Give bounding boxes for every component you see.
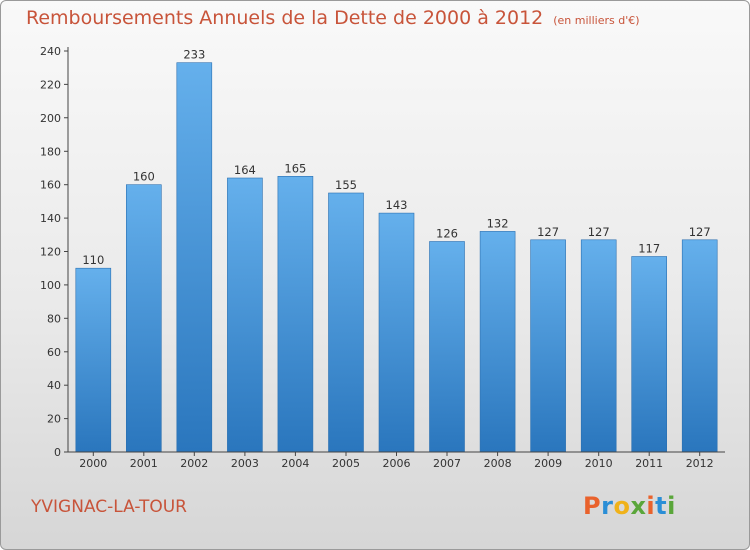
y-tick-label-0: 0 xyxy=(54,446,61,459)
x-tick-label-2005: 2005 xyxy=(332,457,360,470)
x-tick-label-2008: 2008 xyxy=(484,457,512,470)
y-tick-label-160: 160 xyxy=(40,179,61,192)
value-label-2010: 127 xyxy=(588,225,610,239)
y-tick-label-40: 40 xyxy=(47,379,61,392)
value-label-2008: 132 xyxy=(487,216,509,230)
bar-2009 xyxy=(530,239,566,453)
x-tick-label-2007: 2007 xyxy=(433,457,461,470)
bar-2004 xyxy=(277,176,314,453)
x-tick-label-2010: 2010 xyxy=(585,457,613,470)
chart-subtitle: (en milliers d'€) xyxy=(553,14,640,27)
x-tick-label-2004: 2004 xyxy=(281,457,309,470)
y-tick-label-140: 140 xyxy=(40,212,61,225)
proxiti-logo: Proxiti xyxy=(583,492,676,520)
y-tick-label-20: 20 xyxy=(47,413,61,426)
y-tick-label-220: 220 xyxy=(40,78,61,91)
y-tick-label-180: 180 xyxy=(40,145,61,158)
bar-2007 xyxy=(429,241,465,453)
bar-2002 xyxy=(176,62,213,453)
x-tick-label-2009: 2009 xyxy=(534,457,562,470)
y-tick-label-240: 240 xyxy=(40,45,61,58)
bar-2006 xyxy=(378,212,415,453)
value-label-2002: 233 xyxy=(183,48,205,62)
bar-2001 xyxy=(126,184,162,453)
value-label-2005: 155 xyxy=(335,178,357,192)
bar-2005 xyxy=(328,192,364,453)
x-tick-label-2006: 2006 xyxy=(383,457,411,470)
bar-2000 xyxy=(75,267,112,453)
value-label-2012: 127 xyxy=(689,225,711,239)
y-tick-label-100: 100 xyxy=(40,279,61,292)
value-label-2009: 127 xyxy=(537,225,559,239)
y-tick-label-200: 200 xyxy=(40,112,61,125)
axes-layer: 2000 2001 2002 2003 2004 2005 2006 2007 2008 2009… xyxy=(40,45,725,470)
x-tick-label-2002: 2002 xyxy=(180,457,208,470)
bar-2011 xyxy=(631,256,668,453)
x-tick-label-2000: 2000 xyxy=(79,457,107,470)
y-tick-label-80: 80 xyxy=(47,312,61,325)
x-tick-label-2011: 2011 xyxy=(635,457,663,470)
value-label-2003: 164 xyxy=(234,163,256,177)
value-label-2001: 160 xyxy=(133,170,155,184)
value-label-2011: 117 xyxy=(638,242,660,256)
value-label-2006: 143 xyxy=(386,198,408,212)
location-label: YVIGNAC-LA-TOUR xyxy=(31,497,187,517)
chart-title-text: Remboursements Annuels de la Dette de 20… xyxy=(26,7,544,29)
y-tick-label-60: 60 xyxy=(47,346,61,359)
bar-2008 xyxy=(479,231,516,453)
value-label-2004: 165 xyxy=(284,161,306,175)
bar-2003 xyxy=(227,177,263,453)
chart-title: Remboursements Annuels de la Dette de 20… xyxy=(26,7,640,29)
bar-2012 xyxy=(681,239,718,453)
bars-layer: 110 160 233 164 165 155 143 126 132 127 127 117 127 xyxy=(75,48,718,453)
x-tick-label-2012: 2012 xyxy=(686,457,714,470)
value-label-2000: 110 xyxy=(82,253,104,267)
x-tick-label-2001: 2001 xyxy=(130,457,158,470)
bar-2010 xyxy=(580,239,617,453)
value-label-2007: 126 xyxy=(436,227,458,241)
x-tick-label-2003: 2003 xyxy=(231,457,259,470)
y-tick-label-120: 120 xyxy=(40,246,61,259)
